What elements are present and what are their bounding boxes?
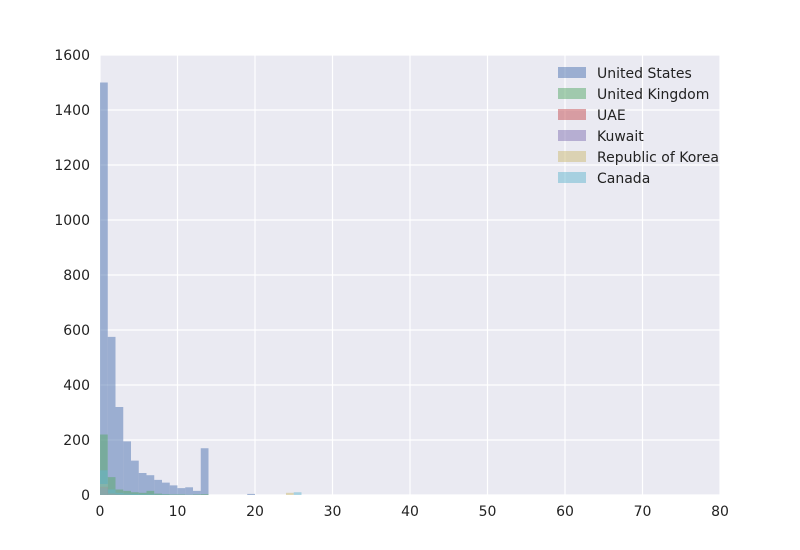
bar-united-kingdom (100, 434, 108, 495)
y-tick-label: 1200 (54, 158, 90, 174)
x-tick-label: 80 (711, 504, 729, 520)
bar-united-kingdom (107, 477, 116, 495)
legend-swatch (558, 109, 586, 120)
bar-united-kingdom (138, 492, 147, 495)
bar-united-states (100, 82, 108, 495)
bar-united-kingdom (200, 494, 209, 495)
y-tick-label: 1400 (54, 103, 90, 119)
y-tick-label: 0 (81, 488, 90, 504)
bar-united-states (107, 336, 116, 495)
y-tick-label: 200 (63, 433, 90, 449)
legend-swatch (558, 151, 586, 162)
bar-united-states (131, 460, 139, 495)
bar-united-states (177, 488, 186, 495)
bar-united-states (154, 479, 162, 495)
bar-canada (115, 492, 124, 495)
bar-united-kingdom (193, 494, 201, 495)
bar-canada (146, 494, 155, 495)
legend-label: United Kingdom (597, 87, 709, 103)
bar-united-states (185, 487, 193, 495)
bar-united-kingdom (123, 490, 131, 495)
legend-swatch (558, 172, 586, 183)
x-tick-label: 10 (169, 504, 187, 520)
bar-republic-of-korea (286, 492, 294, 495)
bar-canada (100, 470, 108, 495)
legend-label: UAE (597, 108, 626, 124)
bar-united-states (193, 490, 201, 495)
bar-united-states (123, 441, 131, 495)
bar-united-kingdom (162, 494, 170, 495)
x-tick-label: 20 (246, 504, 264, 520)
x-tick-label: 40 (401, 504, 419, 520)
bar-united-states (169, 485, 178, 495)
legend-swatch (558, 88, 586, 99)
grid-lines (99, 54, 721, 496)
bar-united-states (247, 493, 255, 495)
bar-united-states (162, 482, 170, 495)
y-tick-label: 1600 (54, 48, 90, 64)
bar-united-states (146, 475, 155, 495)
bar-canada (293, 492, 302, 495)
bar-united-states (200, 448, 209, 495)
bar-canada (138, 494, 147, 495)
bar-united-kingdom (146, 490, 155, 495)
bar-united-states (115, 407, 124, 495)
bar-united-kingdom (131, 492, 139, 495)
bar-canada (131, 494, 139, 495)
bar-united-states (138, 473, 147, 495)
y-tick-label: 1000 (54, 213, 90, 229)
y-tick-label: 600 (63, 323, 90, 339)
y-tick-label: 400 (63, 378, 90, 394)
bar-canada (123, 493, 131, 495)
legend-label: United States (597, 66, 692, 82)
y-tick-label: 800 (63, 268, 90, 284)
y-tick-labels: 0 200 400 600 800 1000 1200 1400 1600 (54, 48, 90, 504)
legend-label: Kuwait (597, 129, 644, 145)
bar-united-kingdom (169, 494, 178, 495)
x-tick-labels: 0 10 20 30 40 50 60 70 80 (96, 504, 729, 520)
x-tick-label: 30 (324, 504, 342, 520)
bar-canada (107, 489, 116, 495)
legend: United States United Kingdom UAE Kuwait Repu… (558, 66, 719, 187)
x-tick-label: 60 (556, 504, 574, 520)
bar-united-kingdom (154, 493, 162, 495)
legend-swatch (558, 67, 586, 78)
bars (100, 82, 302, 495)
legend-swatch (558, 130, 586, 141)
x-tick-label: 50 (479, 504, 497, 520)
bar-united-kingdom (177, 494, 186, 495)
bar-united-kingdom (115, 489, 124, 495)
x-tick-label: 0 (96, 504, 105, 520)
legend-label: Canada (597, 171, 650, 187)
legend-label: Republic of Korea (597, 150, 719, 166)
x-tick-label: 70 (634, 504, 652, 520)
